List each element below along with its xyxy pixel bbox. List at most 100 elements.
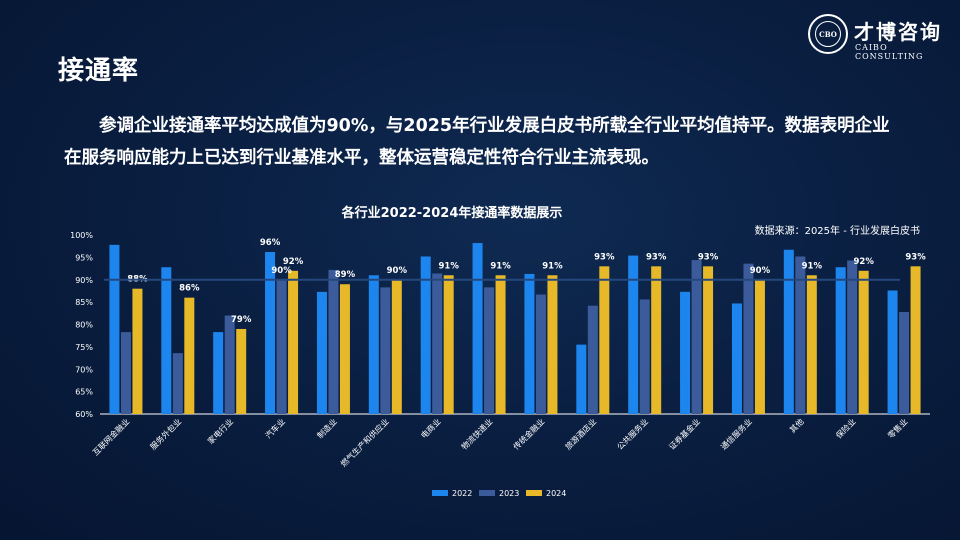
bar-2023 (847, 260, 858, 414)
legend-swatch-2022 (432, 490, 448, 496)
bar-2022 (368, 275, 379, 414)
x-tick-label: 保险业 (834, 416, 858, 440)
data-label-2024: 91% (490, 261, 511, 271)
logo-name-cn: 才博咨询 (854, 20, 942, 44)
bar-2024 (754, 279, 765, 414)
data-label-2024: 79% (231, 315, 252, 325)
bar-2024 (651, 266, 662, 414)
bar-2023 (587, 305, 598, 414)
logo-name-en: CAIBO CONSULTING (855, 43, 924, 61)
bar-2022 (576, 344, 587, 414)
x-tick-label: 旅游酒店业 (563, 416, 598, 451)
y-tick-label: 85% (75, 298, 93, 307)
x-tick-label: 制造业 (315, 416, 339, 440)
data-label-2024: 89% (335, 270, 356, 280)
data-label-2024: 92% (854, 257, 875, 267)
company-logo: CBO 才博咨询 CAIBO CONSULTING (808, 14, 958, 61)
y-tick-label: 80% (75, 321, 93, 330)
bar-2023 (224, 315, 235, 414)
bar-2022 (628, 255, 639, 414)
legend-label: 2024 (546, 489, 566, 498)
legend-label: 2022 (452, 489, 472, 498)
x-tick-label: 其他 (787, 416, 805, 434)
bar-2022 (420, 256, 431, 414)
data-label-2024: 93% (646, 252, 667, 262)
bar-2023 (535, 294, 546, 414)
bar-2022 (835, 267, 846, 414)
bar-2022 (783, 249, 794, 414)
data-label-2024: 93% (594, 252, 615, 262)
data-label-2024: 90% (750, 266, 771, 276)
bar-2023 (691, 260, 702, 414)
bar-2023 (795, 256, 806, 414)
y-tick-label: 100% (70, 231, 93, 240)
bar-2023 (484, 287, 495, 414)
logo-seal-text: CBO (815, 21, 841, 47)
bar-2024 (858, 270, 869, 414)
legend-swatch-2024 (526, 490, 542, 496)
bar-2023 (380, 287, 391, 414)
x-tick-label: 传统金融业 (511, 416, 546, 451)
data-label-2024: 90% (387, 266, 408, 276)
bar-chart: 各行业2022-2024年接通率数据展示 数据来源：2025年 - 行业发展白皮… (70, 205, 930, 498)
bar-2024 (495, 275, 506, 414)
y-tick-label: 95% (75, 253, 93, 262)
x-tick-label: 零售业 (885, 416, 909, 440)
x-tick-label: 服务外包业 (148, 416, 183, 451)
x-tick-label: 物流快递业 (459, 416, 494, 451)
bar-2024 (547, 275, 558, 414)
logo-seal-icon: CBO (808, 14, 848, 54)
x-tick-label: 公共服务业 (615, 416, 650, 451)
bar-2023 (172, 353, 183, 414)
bar-2022 (265, 252, 276, 414)
bar-2024 (391, 279, 402, 414)
bar-2023 (743, 263, 754, 414)
bar-2022 (161, 267, 172, 414)
data-label-2024: 91% (802, 261, 823, 271)
x-tick-label: 汽车业 (263, 416, 287, 440)
bar-2024 (184, 297, 195, 414)
bar-2022 (213, 332, 224, 414)
data-label-2024: 92% (283, 257, 304, 267)
x-tick-label: 证券基金业 (667, 416, 702, 451)
bar-2022 (680, 291, 691, 414)
bar-2024 (599, 266, 610, 414)
bar-2023 (120, 332, 131, 414)
bar-2022 (887, 290, 898, 414)
data-label-2024: 91% (439, 261, 460, 271)
bar-2023 (639, 299, 650, 414)
bar-2022 (524, 273, 535, 414)
chart-title: 各行业2022-2024年接通率数据展示 (341, 205, 563, 221)
legend-label: 2023 (499, 489, 519, 498)
bar-2022 (109, 244, 120, 414)
data-label-2024: 93% (698, 252, 719, 262)
summary-paragraph: 参调企业接通率平均达成值为90%，与2025年行业发展白皮书所载全行业平均值持平… (64, 116, 890, 168)
x-tick-label: 电商业 (419, 416, 443, 440)
bar-2023 (276, 279, 287, 414)
bar-2024 (132, 288, 143, 414)
bar-2024 (288, 270, 299, 414)
page-title: 接通率 (58, 56, 140, 86)
bar-2024 (703, 266, 714, 414)
x-tick-label: 家电行业 (205, 416, 235, 446)
bar-2022 (316, 291, 327, 414)
bar-2023 (899, 311, 910, 414)
x-tick-label: 通信服务业 (718, 416, 753, 451)
data-label-extra: 96% (260, 238, 281, 248)
data-label-2024: 86% (179, 284, 200, 294)
data-label-2024: 93% (905, 252, 926, 262)
bar-2024 (806, 275, 817, 414)
y-tick-label: 90% (75, 276, 93, 285)
bar-2024 (339, 284, 350, 414)
bar-2022 (472, 243, 483, 414)
x-tick-label: 燃气生产和供应业 (338, 416, 390, 468)
data-label-extra: 90% (271, 266, 292, 276)
bar-2023 (432, 273, 443, 414)
y-tick-label: 75% (75, 343, 93, 352)
bar-2023 (328, 269, 339, 414)
y-tick-label: 60% (75, 410, 93, 419)
data-label-2024: 91% (542, 261, 563, 271)
bar-2024 (910, 266, 921, 414)
x-tick-label: 互联网金融业 (90, 416, 131, 457)
legend-swatch-2023 (479, 490, 495, 496)
